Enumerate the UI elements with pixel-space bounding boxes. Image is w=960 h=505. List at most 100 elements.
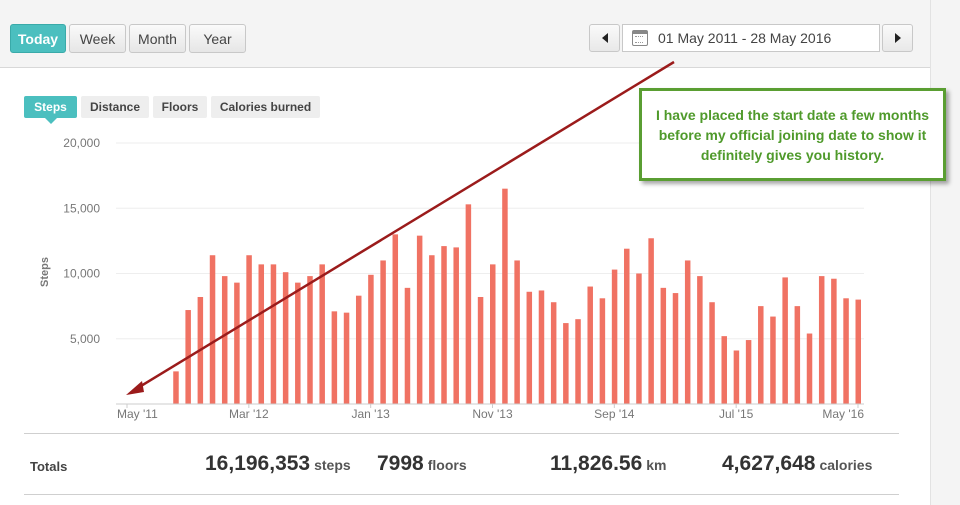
y-tick-label: 20,000: [63, 136, 100, 150]
total-calories-value: 4,627,648: [722, 452, 816, 475]
bar[interactable]: [453, 247, 459, 404]
bar[interactable]: [429, 255, 435, 404]
bar[interactable]: [307, 276, 313, 404]
total-floors-value: 7998: [377, 452, 424, 475]
previous-range-button[interactable]: [589, 24, 620, 52]
y-tick-label: 10,000: [63, 267, 100, 281]
y-tick-label: 5,000: [70, 332, 100, 346]
bar[interactable]: [514, 260, 520, 404]
scrollbar-track[interactable]: [930, 0, 960, 505]
bar[interactable]: [550, 302, 557, 404]
x-tick-label: Mar '12: [229, 407, 269, 421]
x-tick-label: May '11: [117, 407, 158, 421]
bar[interactable]: [709, 302, 715, 404]
calendar-icon: [632, 30, 648, 46]
bar[interactable]: [794, 306, 801, 404]
bar[interactable]: [392, 234, 399, 404]
bar[interactable]: [611, 269, 618, 404]
bar[interactable]: [782, 277, 788, 404]
bar[interactable]: [818, 276, 825, 404]
tab-distance[interactable]: Distance: [81, 96, 149, 118]
tab-floors[interactable]: Floors: [153, 96, 207, 118]
bar[interactable]: [441, 246, 447, 404]
bar[interactable]: [721, 336, 727, 404]
bar[interactable]: [221, 276, 228, 404]
bar[interactable]: [490, 264, 496, 404]
total-distance: 11,826.56 km: [550, 452, 667, 476]
bar[interactable]: [319, 264, 325, 404]
bar[interactable]: [173, 371, 179, 404]
bar[interactable]: [575, 319, 581, 404]
bar[interactable]: [648, 238, 654, 404]
total-distance-unit: km: [646, 457, 667, 473]
bar[interactable]: [636, 273, 642, 405]
x-tick-label: Jan '13: [352, 407, 391, 421]
totals-label: Totals: [30, 459, 68, 474]
annotation-arrow: [126, 60, 675, 395]
bar[interactable]: [806, 333, 813, 404]
bar[interactable]: [758, 306, 764, 404]
tab-calories-burned[interactable]: Calories burned: [211, 96, 320, 118]
bar[interactable]: [343, 312, 350, 404]
bar[interactable]: [404, 287, 411, 404]
total-calories: 4,627,648 calories: [722, 452, 872, 476]
bar[interactable]: [282, 272, 289, 404]
x-tick-label: Nov '13: [472, 407, 513, 421]
chevron-left-icon: [601, 33, 608, 43]
bar[interactable]: [295, 282, 301, 404]
steps-chart: 5,000 10,000 15,000 20,000 Steps May '11 Mar…: [39, 60, 864, 421]
y-axis-label: Steps: [39, 257, 51, 287]
total-steps: 16,196,353 steps: [205, 452, 351, 476]
bar[interactable]: [538, 290, 545, 404]
bar[interactable]: [599, 298, 606, 404]
bar[interactable]: [624, 248, 630, 404]
bar[interactable]: [355, 295, 362, 404]
bar[interactable]: [672, 293, 679, 404]
bar[interactable]: [258, 264, 265, 404]
annotation-callout: I have placed the start date a few month…: [639, 88, 946, 181]
bar[interactable]: [477, 296, 484, 404]
week-button[interactable]: Week: [69, 24, 126, 53]
bar[interactable]: [770, 316, 776, 404]
bar[interactable]: [855, 299, 862, 404]
year-button[interactable]: Year: [189, 24, 246, 53]
bar[interactable]: [684, 260, 691, 404]
bar[interactable]: [234, 282, 240, 404]
bar[interactable]: [209, 255, 216, 404]
x-tick-label: Sep '14: [594, 407, 635, 421]
total-steps-unit: steps: [314, 457, 351, 473]
bar[interactable]: [831, 278, 837, 404]
total-calories-unit: calories: [819, 457, 873, 473]
bar[interactable]: [745, 340, 752, 404]
bar[interactable]: [563, 323, 569, 404]
bar[interactable]: [380, 260, 386, 404]
chevron-right-icon: [894, 33, 901, 43]
bar[interactable]: [465, 204, 472, 404]
bar[interactable]: [526, 291, 533, 404]
bar[interactable]: [843, 298, 849, 404]
total-distance-value: 11,826.56: [550, 452, 643, 475]
bar[interactable]: [246, 255, 252, 404]
bar[interactable]: [660, 287, 667, 404]
divider: [24, 433, 899, 434]
x-tick-label: Jul '15: [719, 407, 754, 421]
tab-steps[interactable]: Steps: [24, 96, 77, 124]
bar[interactable]: [733, 350, 740, 404]
x-tick-label: May '16: [822, 407, 864, 421]
bar[interactable]: [331, 311, 338, 404]
month-button[interactable]: Month: [129, 24, 186, 53]
toolbar: Today Week Month Year 01 May 2011 - 28 M…: [0, 0, 930, 68]
bar[interactable]: [270, 264, 277, 404]
y-tick-label: 15,000: [63, 201, 100, 215]
bar[interactable]: [587, 286, 593, 404]
bar[interactable]: [697, 276, 703, 404]
date-range-text: 01 May 2011 - 28 May 2016: [658, 30, 832, 46]
bar[interactable]: [416, 235, 423, 404]
today-button[interactable]: Today: [10, 24, 66, 53]
date-range-field[interactable]: 01 May 2011 - 28 May 2016: [622, 24, 880, 52]
total-steps-value: 16,196,353: [205, 452, 311, 475]
total-floors-unit: floors: [427, 457, 467, 473]
next-range-button[interactable]: [882, 24, 913, 52]
bar[interactable]: [368, 274, 374, 404]
bar[interactable]: [502, 188, 508, 404]
